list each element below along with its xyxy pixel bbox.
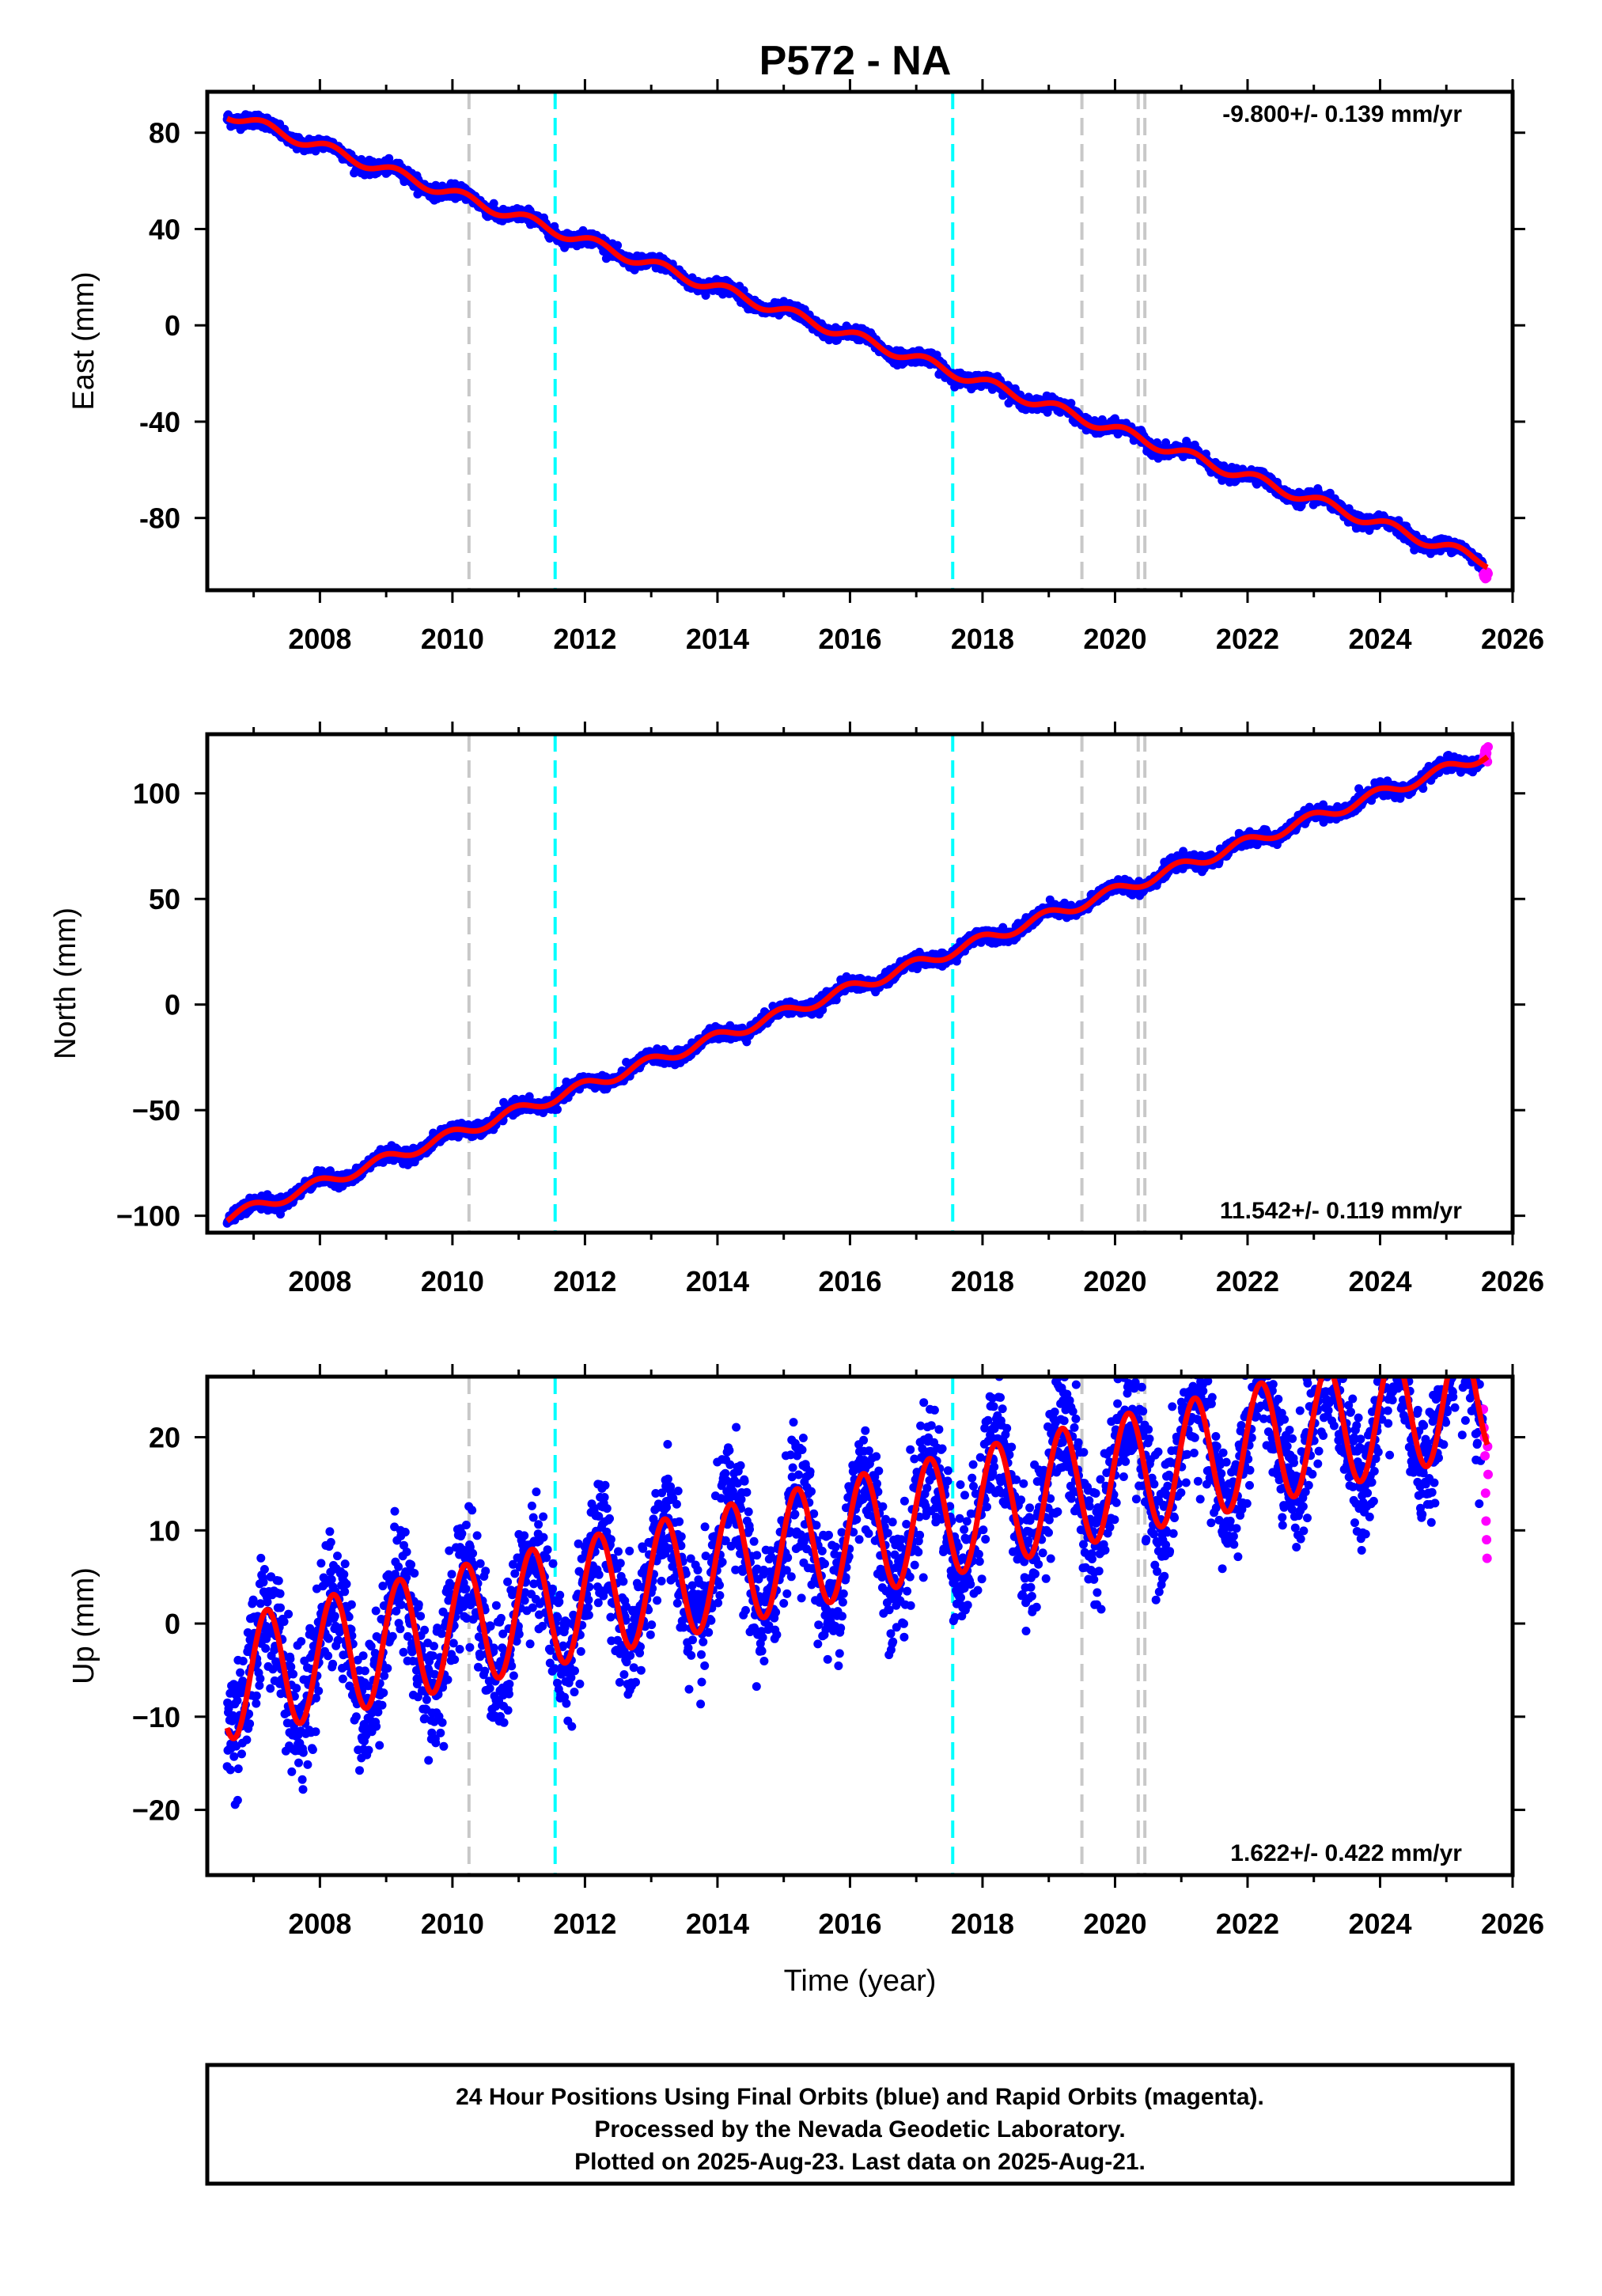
page-title: P572 - NA	[759, 38, 952, 84]
east-xtick-label: 2010	[421, 623, 484, 655]
east-ytick-label: 80	[149, 117, 180, 150]
east-xtick-label: 2020	[1083, 623, 1146, 655]
east-rapid-point	[1483, 569, 1493, 578]
east-xtick-label: 2024	[1348, 623, 1411, 655]
east-xtick-label: 2018	[951, 623, 1014, 655]
east-ytick-label: -80	[139, 502, 180, 535]
east-xtick-label: 2022	[1216, 623, 1279, 655]
east-ylabel: East (mm)	[67, 271, 100, 410]
east-xtick-label: 2008	[288, 623, 351, 655]
east-panel: 2008 2010 2012 2014 2016 2018 2020 2022 2024 2026…	[67, 79, 1544, 655]
north-data-point	[553, 1104, 562, 1114]
east-xtick-label: 2026	[1481, 623, 1544, 655]
east-rate-label: -9.800+/- 0.139 mm/yr	[1222, 101, 1462, 127]
east-data-point	[613, 241, 623, 250]
east-ytick-label: -40	[139, 406, 180, 438]
east-xtick-label: 2014	[686, 623, 749, 655]
east-ytick-label: 40	[149, 213, 180, 245]
east-plot-area	[222, 92, 1493, 590]
east-xtick-label: 2016	[818, 623, 881, 655]
east-xtick-label: 2012	[553, 623, 616, 655]
east-ytick-label: 0	[165, 309, 180, 342]
east-data-point	[489, 199, 498, 208]
